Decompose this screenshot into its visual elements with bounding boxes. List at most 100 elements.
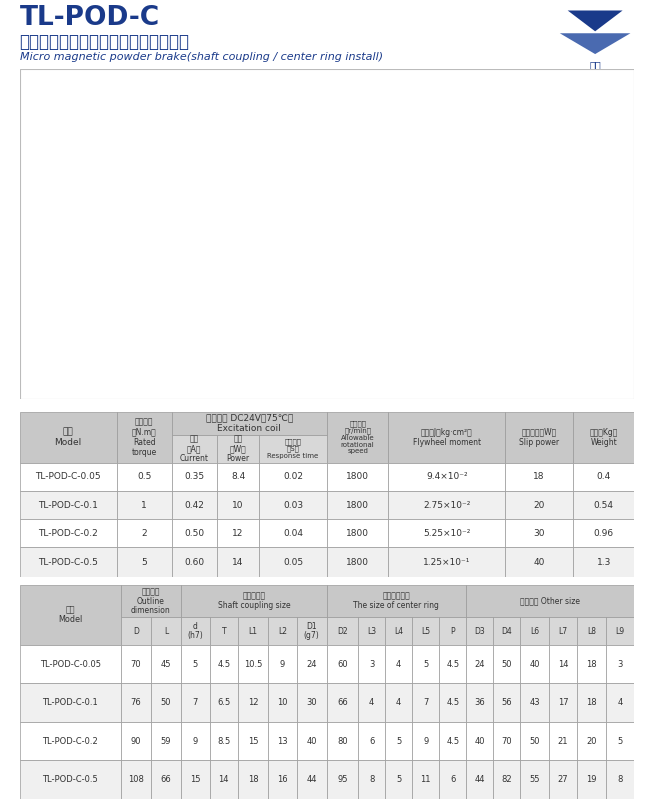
Text: 27: 27: [558, 776, 568, 784]
Text: L9: L9: [615, 626, 625, 636]
Bar: [466, 760, 493, 799]
Text: 滑差功率（W）
Slip power: 滑差功率（W） Slip power: [519, 428, 559, 447]
Text: 59: 59: [161, 737, 171, 746]
Bar: [327, 519, 388, 547]
Bar: [268, 617, 297, 645]
Bar: [217, 463, 259, 491]
Bar: [521, 722, 549, 760]
Text: D3: D3: [474, 626, 485, 636]
Bar: [116, 519, 172, 547]
Bar: [209, 645, 238, 684]
Bar: [326, 722, 358, 760]
Text: 0.54: 0.54: [594, 500, 613, 509]
Text: 13: 13: [277, 737, 288, 746]
Text: L4: L4: [394, 626, 404, 636]
Bar: [209, 760, 238, 799]
Text: 0.42: 0.42: [184, 500, 204, 509]
Text: 70: 70: [502, 737, 512, 746]
Bar: [388, 463, 505, 491]
Bar: [181, 645, 209, 684]
Bar: [217, 547, 259, 577]
Bar: [259, 463, 327, 491]
Text: 44: 44: [306, 776, 317, 784]
Text: 1.25×10⁻¹: 1.25×10⁻¹: [423, 558, 470, 567]
Text: 14: 14: [232, 558, 244, 567]
Bar: [116, 412, 172, 463]
Text: 60: 60: [337, 659, 348, 669]
Bar: [577, 760, 606, 799]
Bar: [121, 684, 151, 722]
Text: 0.03: 0.03: [283, 500, 303, 509]
Text: L: L: [164, 626, 168, 636]
Text: 50: 50: [502, 659, 512, 669]
Bar: [493, 645, 521, 684]
Text: 40: 40: [529, 659, 540, 669]
Bar: [238, 760, 268, 799]
Text: D: D: [133, 626, 139, 636]
Text: 7: 7: [423, 698, 428, 707]
Bar: [577, 722, 606, 760]
Bar: [20, 684, 121, 722]
Text: 許用轉速
〔r/min〕
Allowable
rotational
speed: 許用轉速 〔r/min〕 Allowable rotational speed: [341, 420, 375, 454]
Text: 4.5: 4.5: [446, 737, 459, 746]
Text: 30: 30: [533, 529, 545, 537]
Text: d
(h7): d (h7): [188, 621, 203, 641]
Text: 9.4×10⁻²: 9.4×10⁻²: [426, 472, 468, 482]
Text: 4.5: 4.5: [217, 659, 230, 669]
Bar: [606, 722, 634, 760]
Bar: [577, 617, 606, 645]
Text: 3: 3: [617, 659, 623, 669]
Text: 重量（Kg）
Weight: 重量（Kg） Weight: [589, 428, 618, 447]
Bar: [121, 617, 151, 645]
Bar: [121, 722, 151, 760]
Text: 0.04: 0.04: [283, 529, 303, 537]
Text: 82: 82: [502, 776, 512, 784]
Text: 外形尺寸
Outline
dimension: 外形尺寸 Outline dimension: [131, 587, 171, 615]
Bar: [549, 617, 577, 645]
Bar: [121, 585, 181, 617]
Bar: [606, 645, 634, 684]
Bar: [439, 617, 466, 645]
Text: 8: 8: [617, 776, 623, 784]
Text: 0.35: 0.35: [184, 472, 205, 482]
Bar: [268, 722, 297, 760]
Polygon shape: [568, 10, 623, 31]
Text: 17: 17: [558, 698, 568, 707]
Text: 10.5: 10.5: [244, 659, 262, 669]
Bar: [217, 435, 259, 463]
Bar: [549, 684, 577, 722]
Bar: [412, 722, 439, 760]
Text: 0.50: 0.50: [184, 529, 205, 537]
Text: 11: 11: [421, 776, 431, 784]
Text: 20: 20: [533, 500, 545, 509]
Bar: [238, 645, 268, 684]
Text: 4: 4: [396, 698, 402, 707]
Bar: [181, 585, 326, 617]
Text: 型號
Model: 型號 Model: [54, 428, 82, 447]
Text: 10: 10: [232, 500, 244, 509]
Bar: [297, 722, 326, 760]
Text: TL-POD-C-0.5: TL-POD-C-0.5: [38, 558, 98, 567]
Bar: [172, 412, 327, 435]
Bar: [439, 722, 466, 760]
Bar: [412, 617, 439, 645]
Text: 20: 20: [587, 737, 597, 746]
Bar: [606, 684, 634, 722]
Bar: [388, 547, 505, 577]
Bar: [20, 463, 116, 491]
Text: 18: 18: [533, 472, 545, 482]
Text: 30: 30: [306, 698, 317, 707]
Text: 響應時間
（S）
Response time: 響應時間 （S） Response time: [267, 438, 318, 459]
Bar: [493, 760, 521, 799]
Text: 90: 90: [131, 737, 141, 746]
Bar: [297, 684, 326, 722]
Text: 5: 5: [396, 776, 402, 784]
Bar: [573, 412, 634, 463]
Text: 4: 4: [369, 698, 374, 707]
Text: TL-POD-C-0.5: TL-POD-C-0.5: [43, 776, 98, 784]
Text: 50: 50: [161, 698, 171, 707]
Text: 1800: 1800: [346, 472, 370, 482]
Text: 4: 4: [617, 698, 623, 707]
Text: T: T: [222, 626, 226, 636]
Bar: [121, 760, 151, 799]
